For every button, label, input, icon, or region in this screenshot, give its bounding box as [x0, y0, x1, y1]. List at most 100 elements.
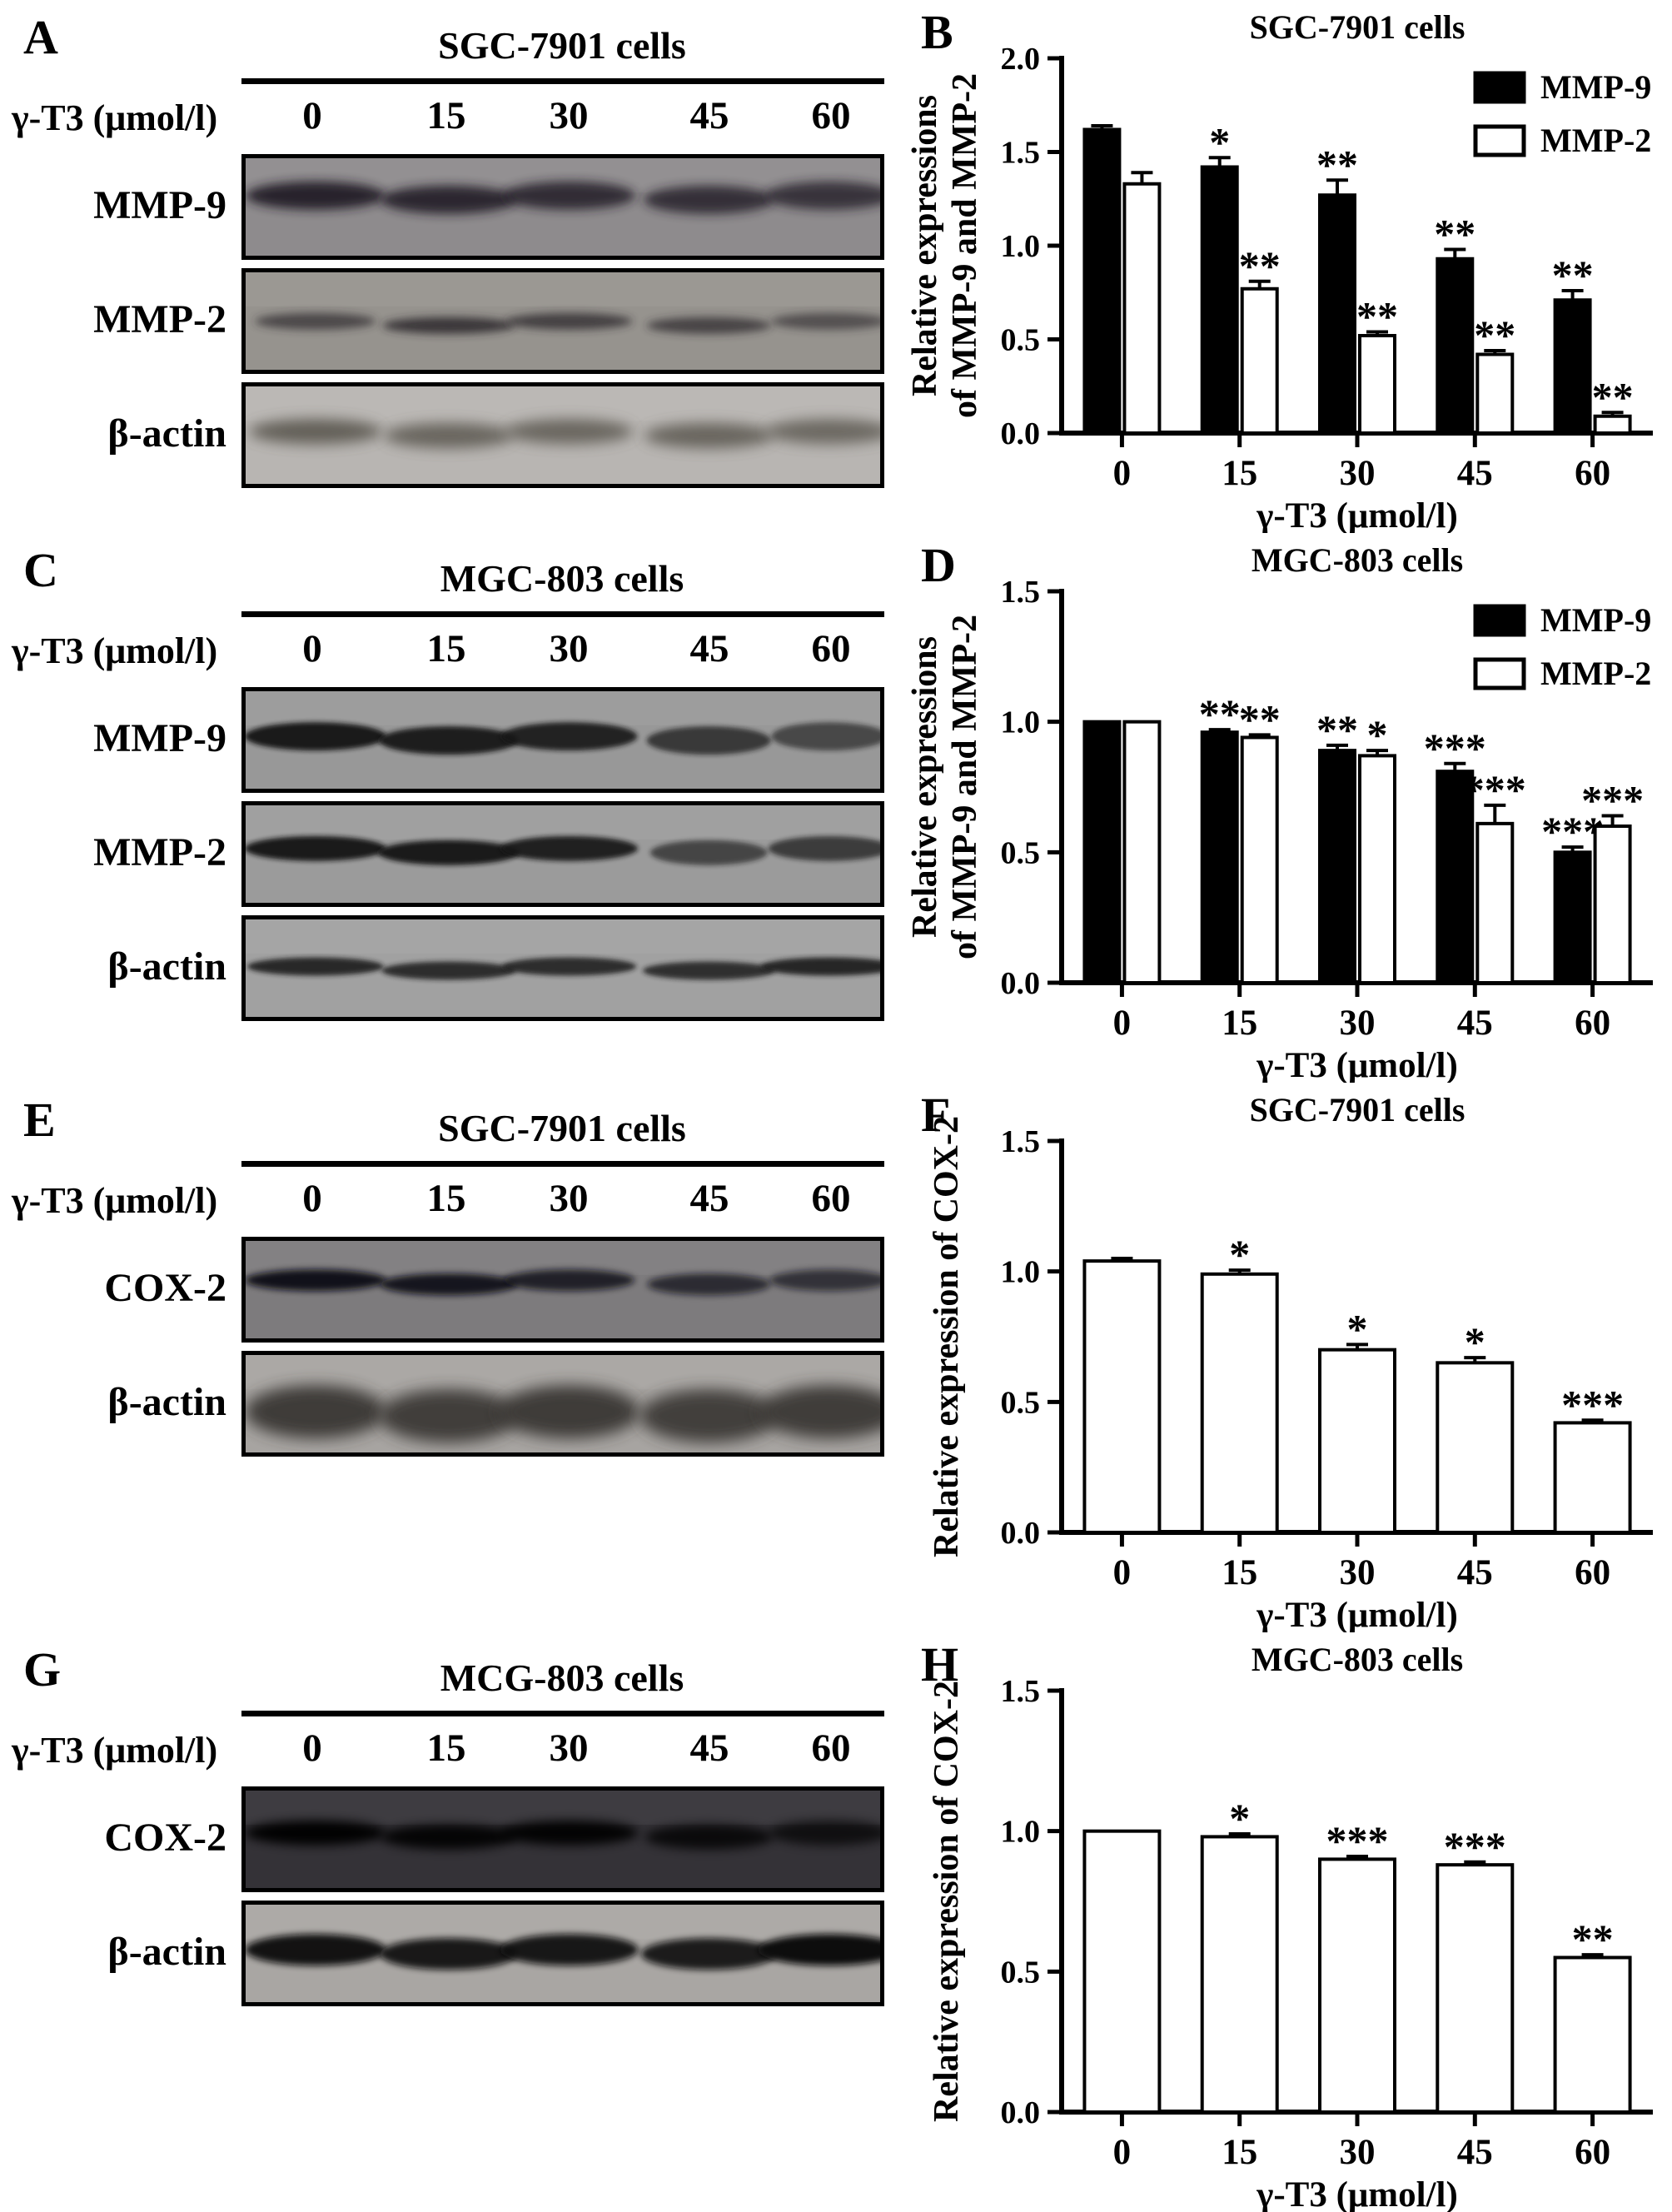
dose-value: 0: [302, 94, 322, 137]
blot-band: [379, 726, 519, 755]
bar-MMP-2-30: [1358, 754, 1396, 984]
blot-band: [246, 181, 386, 210]
membrane-sheen: [246, 691, 880, 725]
blot-box: [241, 382, 884, 488]
legend-label-MMP-9: MMP-9: [1540, 601, 1651, 639]
blot-band: [644, 185, 774, 214]
dose-value: 15: [426, 627, 466, 670]
bar-MMP-9-60: [1553, 850, 1592, 985]
blot-band: [759, 1385, 880, 1439]
panel-letter-C: C: [23, 543, 58, 597]
blot-band: [246, 835, 386, 861]
significance-marker: **: [1592, 373, 1634, 420]
blot-band: [502, 957, 637, 976]
x-tick-label: 0: [1113, 2133, 1132, 2172]
blot-band: [649, 839, 768, 865]
legend-label-MMP-2: MMP-2: [1540, 122, 1651, 159]
x-tick-label: 15: [1222, 454, 1257, 493]
blot-band: [760, 957, 880, 976]
blot-band: [246, 1269, 386, 1292]
chart-title: MGC-803 cells: [1252, 541, 1463, 579]
x-tick-label: 30: [1340, 454, 1376, 493]
blot-band: [765, 181, 880, 210]
blot-box: [241, 1786, 884, 1892]
dose-value: 0: [302, 1177, 322, 1220]
x-tick-label: 60: [1575, 1553, 1610, 1592]
significance-marker: ***: [1581, 776, 1644, 823]
blot-membrane: [246, 272, 880, 370]
blot-band: [503, 181, 636, 210]
y-axis-label: Relative expression of COX-2: [928, 1116, 966, 1557]
blot-box: [241, 915, 884, 1021]
dose-value: 15: [426, 94, 466, 137]
bar-MMP-9-0: [1082, 127, 1122, 435]
significance-marker: ***: [1424, 725, 1486, 771]
blot-row-label: MMP-9: [93, 183, 226, 227]
blot-band: [646, 726, 771, 755]
blot-band: [647, 1273, 771, 1296]
bar-MMP-2-15: [1240, 735, 1279, 984]
blot-band: [500, 722, 638, 751]
blot-band: [769, 1820, 880, 1846]
membrane-sheen: [246, 386, 880, 421]
bar-MMP-2-30: [1358, 334, 1396, 435]
blot-band: [639, 1389, 779, 1443]
blot-band: [646, 316, 771, 334]
bar-COX-2-0: [1082, 1829, 1162, 2115]
blot-row-label: MMP-2: [93, 297, 226, 341]
panel-C: C MGC-803 cells γ-T3 (μmol/l) 0 15 30 45…: [0, 533, 899, 1083]
cell-line-title: SGC-7901 cells: [438, 1107, 686, 1149]
bar-COX-2-60: [1553, 1421, 1632, 1534]
blot-band: [500, 1820, 639, 1846]
blot-box: [241, 687, 884, 793]
y-tick-label: 0.0: [1001, 416, 1041, 451]
blot-box: [241, 1901, 884, 2006]
bar-MMP-9-0: [1082, 720, 1122, 985]
dose-value: 60: [811, 627, 851, 670]
dose-value: 45: [689, 1726, 729, 1770]
dose-axis-label: γ-T3 (μmol/l): [12, 97, 218, 138]
dose-value: 30: [549, 1726, 589, 1770]
blot-band: [771, 722, 880, 751]
significance-marker: **: [1199, 690, 1241, 737]
blot-band: [384, 423, 514, 449]
bar-MMP-2-60: [1593, 825, 1632, 984]
significance-marker: **: [1239, 695, 1281, 742]
chart-title: MGC-803 cells: [1252, 1641, 1463, 1678]
dose-value: 60: [811, 94, 851, 137]
significance-marker: ***: [1464, 766, 1526, 813]
x-axis-label: γ-T3 (μmol/l): [1256, 2175, 1458, 2212]
blot-membrane: [246, 1905, 880, 2002]
blot-band: [644, 423, 774, 449]
significance-marker: *: [1347, 1305, 1368, 1352]
blot-row-label: MMP-9: [93, 716, 226, 760]
x-tick-label: 60: [1575, 454, 1610, 493]
panel-letter-A: A: [23, 10, 58, 64]
blot-membrane: [246, 919, 880, 1017]
membrane-sheen: [246, 805, 880, 839]
blot-row-label: MMP-2: [93, 830, 226, 874]
membrane-sheen: [246, 919, 880, 954]
panel-B: B SGC-7901 cells Relative expressions of M…: [899, 0, 1672, 533]
significance-marker: *: [1367, 711, 1388, 758]
bar-COX-2-45: [1436, 1863, 1515, 2114]
blot-band: [769, 1269, 880, 1292]
x-tick-label: 15: [1222, 1553, 1257, 1592]
blot-band: [500, 1934, 639, 1966]
membrane-sheen: [246, 1241, 880, 1275]
significance-marker: ***: [1326, 1817, 1389, 1864]
chart-title: SGC-7901 cells: [1250, 8, 1465, 46]
y-axis-label: Relative expression of COX-2: [928, 1681, 966, 2122]
bar-chart-cox2-sgc7901: SGC-7901 cells Relative expression of COX…: [928, 1091, 1653, 1632]
bar-MMP-9-15: [1200, 165, 1239, 435]
membrane-sheen: [246, 1791, 880, 1825]
dose-value: 45: [689, 1177, 729, 1220]
chart-title: SGC-7901 cells: [1250, 1091, 1465, 1128]
panel-A: A SGC-7901 cells γ-T3 (μmol/l) 0 15 30 4…: [0, 0, 899, 533]
bar-MMP-2-0: [1122, 720, 1162, 985]
blot-band: [381, 185, 517, 214]
significance-marker: **: [1434, 211, 1475, 257]
blot-row-label: COX-2: [104, 1816, 226, 1860]
dose-value: 15: [426, 1726, 466, 1770]
